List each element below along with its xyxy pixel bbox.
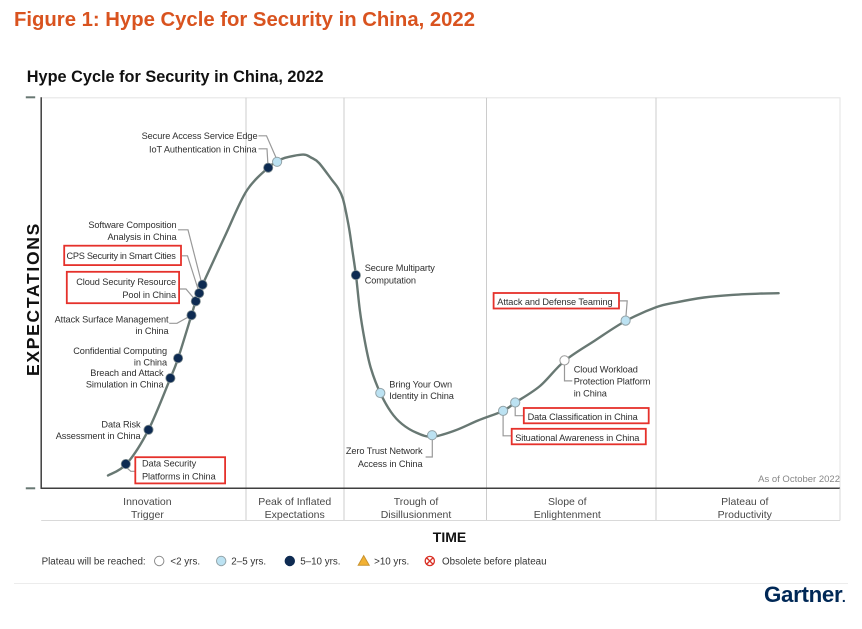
svg-text:Gartner.: Gartner. xyxy=(764,582,846,607)
svg-text:Identity in China: Identity in China xyxy=(389,391,454,401)
svg-text:Data Risk: Data Risk xyxy=(101,419,141,429)
svg-text:TIME: TIME xyxy=(433,529,466,545)
svg-text:Productivity: Productivity xyxy=(718,509,773,521)
svg-text:Slope of: Slope of xyxy=(548,496,587,508)
svg-text:<2 yrs.: <2 yrs. xyxy=(170,556,200,567)
svg-text:Assessment in China: Assessment in China xyxy=(56,431,142,441)
svg-text:Situational Awareness in China: Situational Awareness in China xyxy=(515,433,640,443)
svg-text:2–5 yrs.: 2–5 yrs. xyxy=(231,556,266,567)
svg-text:Plateau of: Plateau of xyxy=(721,496,768,508)
svg-text:Trigger: Trigger xyxy=(131,509,164,521)
svg-text:Plateau will be reached:: Plateau will be reached: xyxy=(42,556,146,567)
svg-text:Simulation in China: Simulation in China xyxy=(86,379,165,389)
svg-text:Enlightenment: Enlightenment xyxy=(534,509,601,521)
svg-text:IoT Authentication in China: IoT Authentication in China xyxy=(149,145,257,155)
svg-text:5–10 yrs.: 5–10 yrs. xyxy=(300,556,340,567)
svg-text:Peak of Inflated: Peak of Inflated xyxy=(258,496,331,508)
svg-text:Expectations: Expectations xyxy=(265,509,325,521)
svg-text:Disillusionment: Disillusionment xyxy=(381,509,452,521)
svg-text:Zero Trust Network: Zero Trust Network xyxy=(346,446,423,456)
svg-text:Pool in China: Pool in China xyxy=(122,290,177,300)
svg-text:Computation: Computation xyxy=(365,276,416,286)
svg-text:EXPECTATIONS: EXPECTATIONS xyxy=(23,222,43,376)
svg-text:Hype Cycle for Security in Chi: Hype Cycle for Security in China, 2022 xyxy=(27,68,324,86)
svg-text:Attack Surface Management: Attack Surface Management xyxy=(55,315,169,325)
svg-text:Access in China: Access in China xyxy=(358,459,424,469)
svg-text:Secure Access Service Edge: Secure Access Service Edge xyxy=(142,131,258,141)
svg-text:As of October 2022: As of October 2022 xyxy=(758,474,840,485)
svg-text:Bring Your Own: Bring Your Own xyxy=(389,379,452,389)
svg-text:Secure Multiparty: Secure Multiparty xyxy=(365,263,436,273)
svg-text:Trough of: Trough of xyxy=(394,496,439,508)
svg-text:in China: in China xyxy=(574,389,608,399)
svg-text:Attack and Defense Teaming: Attack and Defense Teaming xyxy=(497,297,612,307)
svg-text:>10 yrs.: >10 yrs. xyxy=(374,556,409,567)
svg-text:Cloud Workload: Cloud Workload xyxy=(574,364,638,374)
svg-text:Confidential Computing: Confidential Computing xyxy=(73,346,167,356)
svg-text:Platforms in China: Platforms in China xyxy=(142,471,217,481)
svg-text:in China: in China xyxy=(135,326,169,336)
svg-text:Analysis in China: Analysis in China xyxy=(107,232,177,242)
svg-text:Protection Platform: Protection Platform xyxy=(574,376,651,386)
svg-text:Figure 1: Hype Cycle for Secur: Figure 1: Hype Cycle for Security in Chi… xyxy=(14,9,475,31)
svg-text:CPS Security in Smart Cities: CPS Security in Smart Cities xyxy=(67,251,177,261)
svg-text:Innovation: Innovation xyxy=(123,496,172,508)
svg-text:Obsolete before plateau: Obsolete before plateau xyxy=(442,556,547,567)
svg-text:in China: in China xyxy=(134,357,168,367)
svg-text:Cloud Security Resource: Cloud Security Resource xyxy=(76,277,176,287)
svg-text:Data Security: Data Security xyxy=(142,459,197,469)
svg-text:Breach and Attack: Breach and Attack xyxy=(90,368,164,378)
svg-text:Software Composition: Software Composition xyxy=(88,220,176,230)
svg-text:Data Classification in China: Data Classification in China xyxy=(528,412,639,422)
